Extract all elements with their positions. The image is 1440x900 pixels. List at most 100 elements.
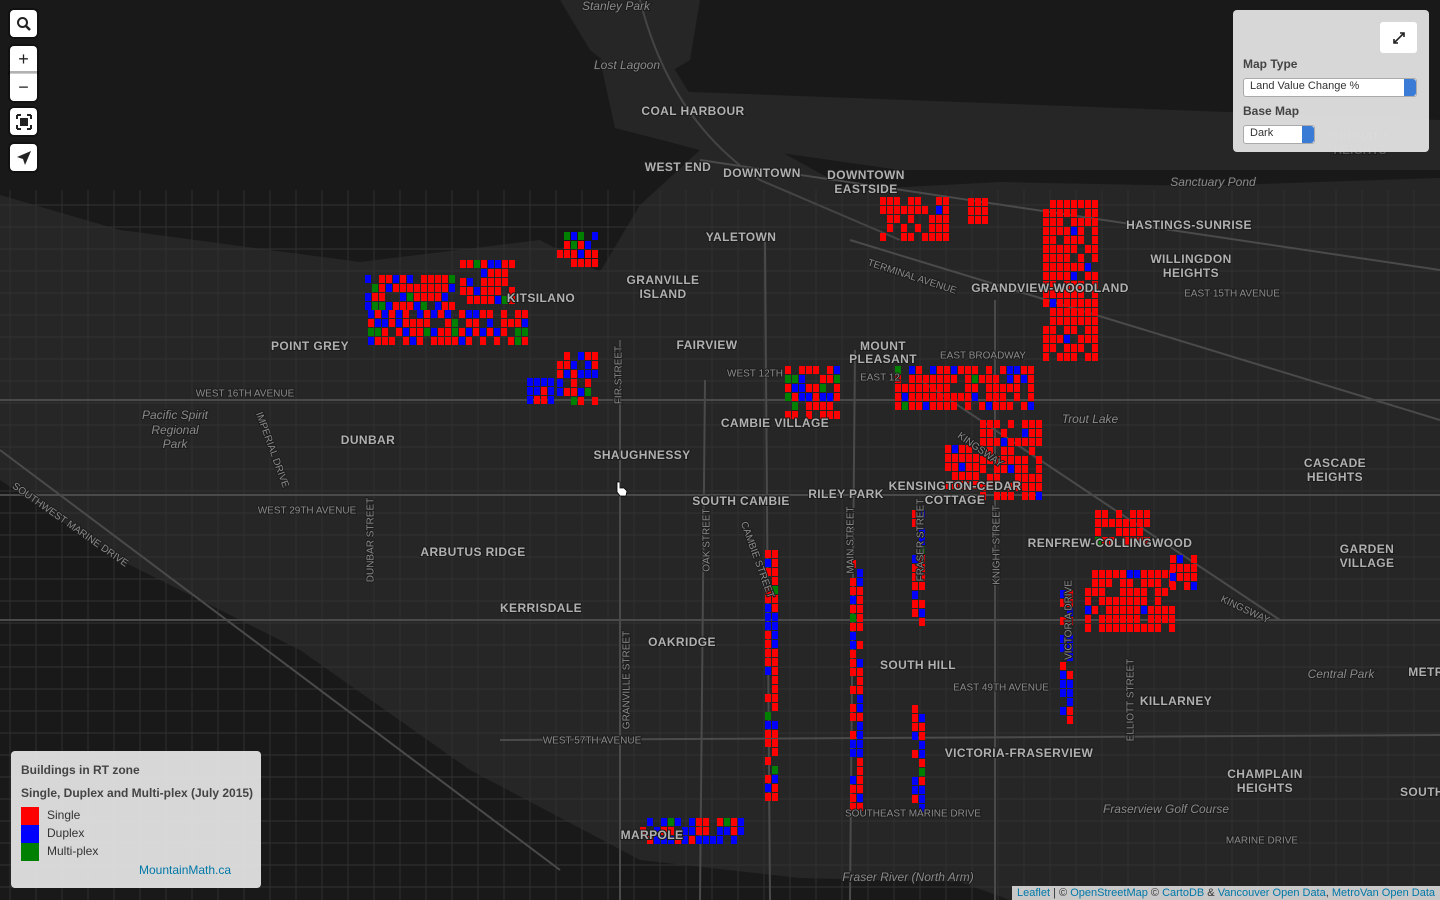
building	[1162, 615, 1168, 623]
building	[1007, 402, 1013, 410]
map-label: OAK STREET	[702, 508, 713, 571]
building	[488, 269, 494, 277]
attribution-link[interactable]: OpenStreetMap	[1070, 887, 1148, 899]
building	[1130, 519, 1136, 527]
building	[501, 328, 507, 336]
building	[1155, 579, 1161, 587]
zoom-out[interactable]: −	[10, 73, 37, 101]
legend-items: Single Duplex Multi-plex	[21, 807, 98, 861]
base-map-select[interactable]: Dark	[1243, 125, 1315, 144]
building	[909, 402, 915, 410]
building	[400, 302, 406, 310]
building	[850, 650, 856, 658]
building	[980, 438, 986, 446]
building	[1092, 588, 1098, 596]
building	[417, 337, 423, 345]
building	[438, 337, 444, 345]
building	[502, 296, 508, 304]
building	[1085, 335, 1091, 343]
legend-swatch	[21, 807, 39, 825]
building	[912, 510, 918, 518]
zoom-in[interactable]: +	[10, 46, 37, 73]
map-label: Sanctuary Pond	[1170, 175, 1256, 189]
building	[1021, 402, 1027, 410]
building	[1036, 438, 1042, 446]
building	[806, 384, 812, 392]
building	[936, 206, 942, 214]
building	[1008, 420, 1014, 428]
legend-label: Multi-plex	[47, 844, 99, 859]
building	[414, 293, 420, 301]
map-label: HEIGHTS	[1163, 266, 1219, 280]
building	[772, 595, 778, 603]
attribution-link[interactable]: Leaflet	[1017, 887, 1051, 899]
map-type-select[interactable]: Land Value Change %	[1243, 78, 1417, 97]
building	[1022, 420, 1028, 428]
building	[937, 384, 943, 392]
building	[982, 216, 988, 224]
building	[1067, 635, 1073, 643]
building	[968, 207, 974, 215]
building	[1057, 308, 1063, 316]
map-label: WEST 29TH AVENUE	[258, 506, 357, 517]
building	[902, 402, 908, 410]
building	[1050, 263, 1056, 271]
building	[1050, 236, 1056, 244]
building	[1113, 570, 1119, 578]
map-label: ARBUTUS RIDGE	[420, 545, 525, 559]
building	[1022, 465, 1028, 473]
building	[895, 375, 901, 383]
building	[466, 337, 472, 345]
collapse-button[interactable]	[1380, 22, 1417, 53]
building	[459, 310, 465, 318]
building	[902, 393, 908, 401]
attribution-link[interactable]: Vancouver Open Data	[1217, 887, 1326, 899]
building	[765, 604, 771, 612]
legend-label: Single	[47, 808, 81, 823]
building	[1099, 579, 1105, 587]
building	[1099, 570, 1105, 578]
building	[508, 337, 514, 345]
building	[944, 402, 950, 410]
building	[1148, 606, 1154, 614]
building	[765, 622, 771, 630]
building	[1067, 707, 1073, 715]
building	[548, 378, 554, 386]
building	[564, 388, 570, 396]
building	[1036, 492, 1042, 500]
building	[1169, 606, 1175, 614]
building	[820, 402, 826, 410]
building	[1078, 344, 1084, 352]
locate-icon	[16, 150, 31, 165]
building	[541, 378, 547, 386]
map-label: PLEASANT	[849, 352, 917, 366]
search-button[interactable]	[10, 10, 37, 37]
attribution-link[interactable]: MetroVan Open Data	[1331, 887, 1435, 899]
fullscreen-button[interactable]	[10, 108, 37, 135]
attribution-link[interactable]: CartoDB	[1162, 887, 1205, 899]
building	[1099, 597, 1105, 605]
map-label: Fraserview Golf Course	[1103, 802, 1229, 816]
building	[421, 284, 427, 292]
building	[799, 366, 805, 374]
building	[449, 284, 455, 292]
building	[887, 215, 893, 223]
building	[895, 366, 901, 374]
building	[765, 658, 771, 666]
building	[438, 310, 444, 318]
building	[1120, 615, 1126, 623]
building	[857, 713, 863, 721]
map-label: FAIRVIEW	[677, 338, 738, 352]
map-label: MARINE DRIVE	[1226, 836, 1299, 847]
building	[578, 232, 584, 240]
legend-link[interactable]: MountainMath.ca	[139, 863, 232, 877]
map-label: Fraser River (North Arm)	[842, 870, 974, 884]
map-label: MARPOLE	[621, 828, 684, 842]
building	[578, 241, 584, 249]
building	[731, 836, 737, 844]
building	[571, 241, 577, 249]
locate-button[interactable]	[10, 144, 37, 171]
map-label: Lost Lagoon	[594, 58, 660, 72]
building	[1113, 597, 1119, 605]
building	[1029, 447, 1035, 455]
